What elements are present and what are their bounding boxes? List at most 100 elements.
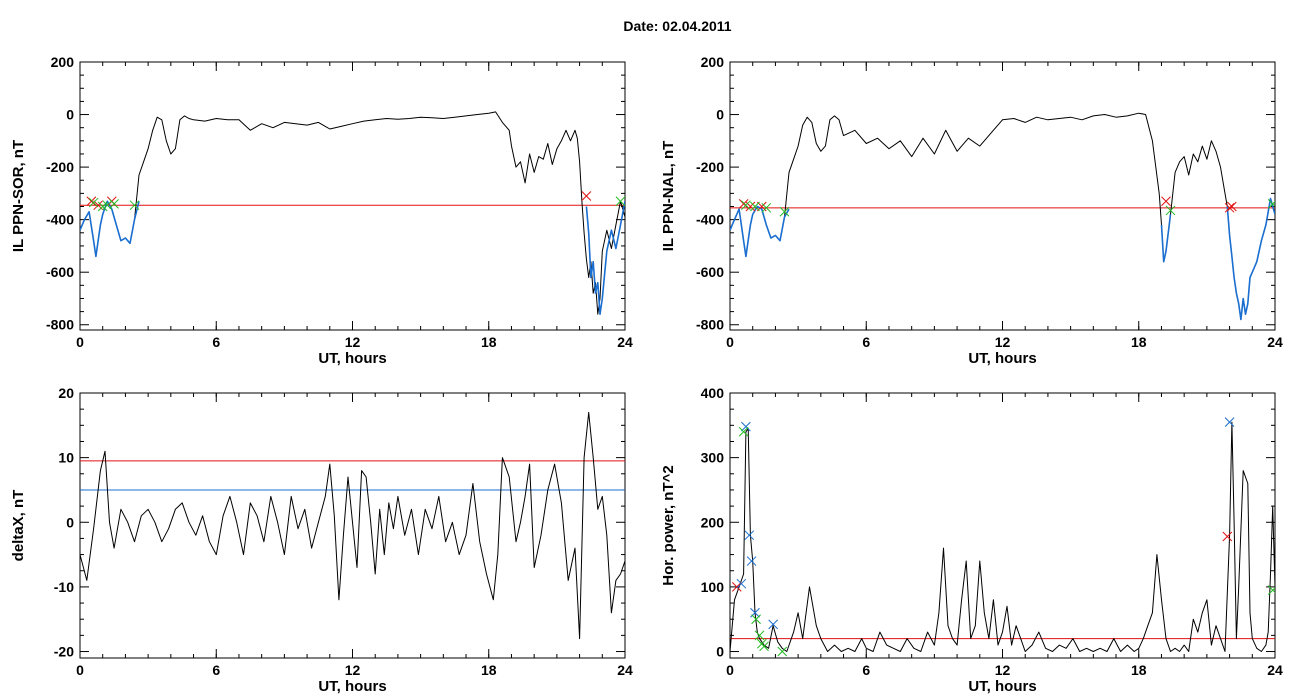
plot-frame (79, 61, 626, 331)
x-tick-label: 24 (617, 334, 633, 350)
marker-stroke (746, 556, 757, 566)
x-tick-label: 12 (345, 662, 361, 678)
panel-il-sor: 0 6 12 18 24 -800 -600 -400 -200 0 200 UT, hours IL … (10, 54, 633, 367)
marker-stroke (738, 426, 749, 437)
y-axis-label: Hor. power, nT^2 (660, 465, 677, 585)
marker-stroke (754, 630, 765, 641)
y-axis-label: IL PPN-SOR, nT (10, 140, 27, 252)
marker-red (86, 196, 97, 207)
y-tick-label: -400 (46, 212, 74, 228)
x-tick-label: 6 (862, 662, 870, 678)
marker-stroke (1267, 200, 1275, 209)
x-tick-label: 6 (862, 334, 870, 350)
x-axis-label: UT, hours (968, 678, 1036, 695)
y-tick-label: 200 (701, 514, 725, 530)
marker-stroke (751, 614, 761, 625)
marker-stroke (768, 619, 778, 630)
marker-stroke (581, 191, 592, 201)
marker-stroke (738, 199, 749, 209)
marker-red (738, 199, 749, 209)
marker-stroke (759, 641, 769, 652)
series-line-blue (1160, 214, 1172, 263)
marker-blue (741, 421, 751, 432)
plot-data-layer (80, 411, 625, 640)
marker-stroke (741, 421, 751, 432)
series-line-blue (585, 201, 625, 316)
marker-stroke (777, 646, 788, 657)
marker-green (779, 206, 790, 217)
y-axis-label: IL PPN-NAL, nT (660, 141, 677, 252)
y-tick-label: -800 (46, 317, 74, 333)
series-line-black (80, 411, 625, 640)
y-tick-label: 300 (701, 450, 725, 466)
marker-green (1267, 199, 1275, 209)
y-tick-label: 0 (66, 107, 74, 123)
marker-green (751, 614, 761, 625)
marker-green (109, 199, 119, 209)
y-tick-label: -200 (696, 159, 724, 175)
marker-green (741, 200, 751, 211)
plot-data-layer (730, 112, 1275, 321)
marker-stroke (1227, 201, 1237, 212)
x-tick-label: 18 (481, 334, 497, 350)
marker-stroke (129, 200, 140, 211)
marker-red (1227, 201, 1237, 212)
marker-green (777, 646, 788, 657)
panel-deltax: 0 6 12 18 24 -20 -10 0 10 20 UT, hours deltaX, nT (10, 385, 633, 695)
marker-stroke (756, 201, 767, 212)
x-tick-label: 0 (726, 662, 734, 678)
marker-stroke (745, 201, 756, 212)
marker-blue (1224, 417, 1235, 427)
x-tick-label: 6 (212, 334, 220, 350)
plot-frame (729, 61, 1276, 331)
marker-green (754, 630, 765, 641)
marker-stroke (88, 197, 99, 208)
x-tick-label: 18 (481, 662, 497, 678)
marker-stroke (731, 582, 742, 592)
y-tick-label: 0 (716, 107, 724, 123)
marker-stroke (102, 200, 113, 211)
marker-red (1224, 202, 1235, 213)
marker-stroke (1224, 417, 1235, 427)
marker-stroke (86, 196, 97, 207)
marker-stroke (779, 206, 790, 217)
marker-green (1267, 585, 1275, 595)
x-tick-label: 24 (617, 662, 633, 678)
y-tick-label: 10 (58, 450, 74, 466)
y-tick-label: 20 (58, 385, 74, 401)
y-tick-label: -400 (696, 212, 724, 228)
y-tick-label: 200 (701, 54, 725, 70)
marker-stroke (615, 196, 625, 207)
date-title: Date: 02.04.2011 (623, 18, 732, 34)
y-tick-label: 0 (66, 514, 74, 530)
marker-red (1161, 196, 1171, 207)
marker-green (615, 196, 625, 207)
marker-red (1222, 531, 1233, 542)
marker-green (738, 426, 749, 437)
marker-stroke (1161, 196, 1171, 207)
y-tick-label: -600 (696, 264, 724, 280)
y-tick-label: -200 (46, 159, 74, 175)
plot-data-layer (80, 111, 625, 316)
y-tick-label: 0 (716, 644, 724, 660)
x-tick-label: 24 (1267, 334, 1283, 350)
marker-green (750, 201, 760, 212)
x-axis-label: UT, hours (968, 350, 1036, 367)
x-axis-label: UT, hours (318, 678, 386, 695)
y-tick-label: -600 (46, 264, 74, 280)
marker-red (731, 582, 742, 592)
x-tick-label: 18 (1131, 334, 1147, 350)
marker-stroke (1222, 531, 1233, 542)
panel-il-nal: 0 6 12 18 24 -800 -600 -400 -200 0 200 UT, hours IL … (660, 54, 1283, 367)
x-tick-label: 18 (1131, 662, 1147, 678)
x-tick-label: 6 (212, 662, 220, 678)
marker-blue (744, 530, 755, 541)
marker-stroke (741, 200, 751, 211)
marker-stroke (1267, 587, 1275, 595)
y-tick-label: 400 (701, 385, 725, 401)
marker-green (88, 197, 99, 208)
marker-red (581, 191, 592, 201)
series-line-blue (730, 205, 790, 258)
x-tick-label: 0 (76, 662, 84, 678)
